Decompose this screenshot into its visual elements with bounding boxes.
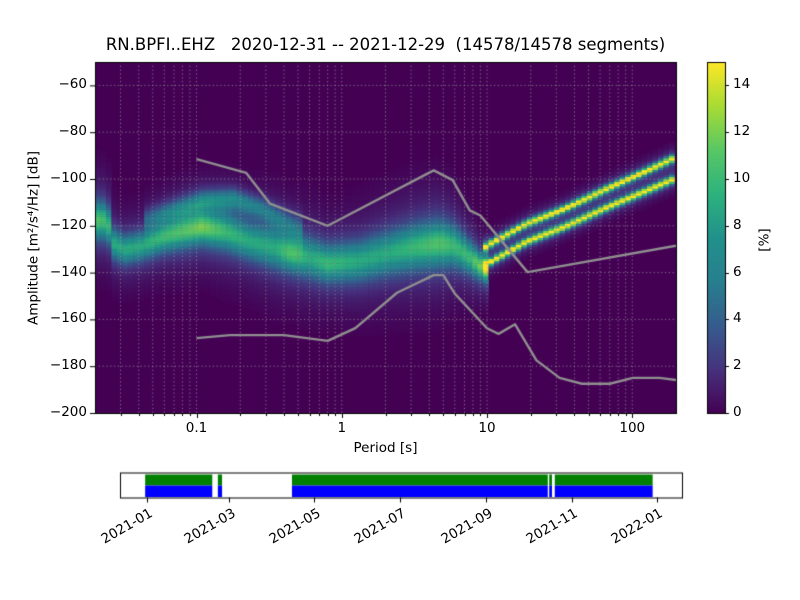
colorbar-tick-label: 4: [733, 310, 742, 327]
y-tick-label: −120: [49, 216, 87, 233]
x-axis-label: Period [s]: [353, 440, 418, 456]
plot-title: RN.BPFI..EHZ 2020-12-31 -- 2021-12-29 (1…: [105, 35, 666, 54]
y-tick-label: −140: [49, 263, 87, 280]
y-tick-label: −200: [49, 404, 87, 420]
y-tick-label: −100: [49, 170, 87, 186]
x-tick-label: 0.1: [185, 420, 208, 436]
x-tick-label: 10: [478, 420, 496, 436]
x-tick-label: 100: [619, 420, 646, 436]
colorbar-tick-label: 8: [733, 216, 742, 233]
colorbar-tick-label: 6: [733, 263, 742, 280]
colorbar-tick-label: 0: [733, 404, 742, 420]
y-tick-label: −180: [49, 357, 87, 374]
colorbar-tick-label: 14: [733, 76, 751, 93]
colorbar-label: [%]: [756, 228, 773, 252]
y-tick-label: −60: [58, 76, 88, 93]
y-tick-label: −160: [49, 310, 87, 327]
y-tick-label: −80: [58, 123, 88, 140]
x-tick-label: 1: [337, 420, 347, 436]
colorbar-tick-label: 10: [733, 170, 751, 186]
colorbar-tick-label: 12: [733, 123, 751, 140]
colorbar-tick-label: 2: [733, 357, 742, 374]
